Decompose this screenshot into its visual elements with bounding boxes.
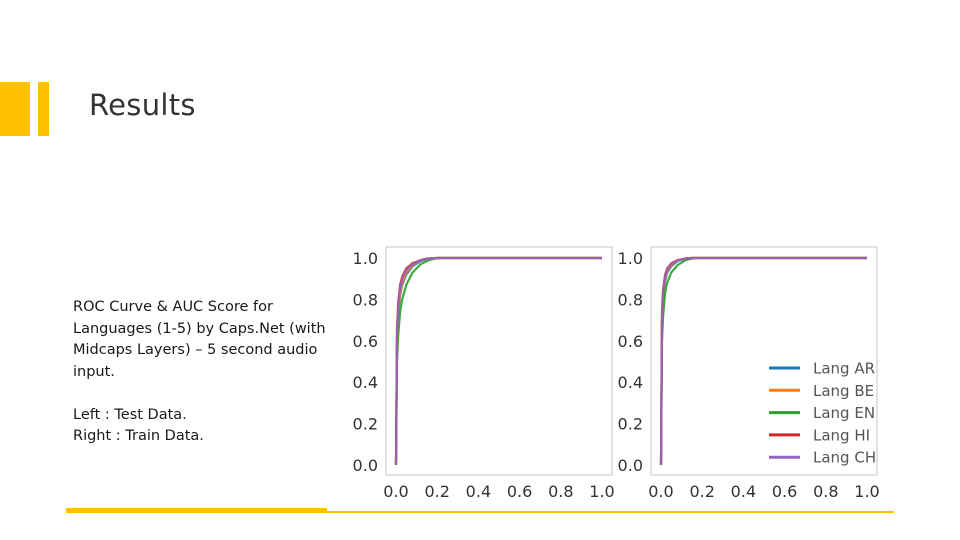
right-chart-label: Right : Train Data. bbox=[73, 428, 204, 444]
y-tick-label: 0.6 bbox=[353, 332, 378, 351]
roc-curve-5 bbox=[659, 256, 867, 466]
x-tick-label: 0.6 bbox=[772, 482, 797, 501]
accent-bar-wide bbox=[0, 82, 30, 136]
roc-chart-test: 0.0 0.2 0.4 0.6 0.8 1.0 0.0 0.2 0.4 0.6 0.8 1.0 bbox=[353, 246, 615, 501]
footer-divider-line bbox=[327, 511, 894, 513]
x-tick-label: 0.6 bbox=[507, 482, 532, 501]
y-tick-label: 0.4 bbox=[353, 373, 378, 392]
y-tick-label: 0.2 bbox=[353, 415, 378, 434]
plot-frame bbox=[385, 246, 613, 476]
x-tick-label: 1.0 bbox=[589, 482, 614, 501]
y-tick-label: 0.8 bbox=[618, 290, 643, 309]
slide-title: Results bbox=[89, 88, 196, 122]
slide-body: ROC Curve & AUC Score for Languages (1-5… bbox=[73, 297, 338, 448]
legend-label: Lang CH bbox=[813, 449, 876, 467]
y-tick-label: 1.0 bbox=[618, 249, 643, 268]
legend-label: Lang HI bbox=[813, 426, 870, 444]
x-tick-label: 1.0 bbox=[854, 482, 879, 501]
x-tick-label: 0.2 bbox=[424, 482, 449, 501]
chart-description: ROC Curve & AUC Score for Languages (1-5… bbox=[73, 299, 326, 380]
legend-label: Lang EN bbox=[813, 404, 875, 422]
y-tick-label: 0.0 bbox=[618, 456, 643, 475]
y-tick-label: 0.8 bbox=[353, 290, 378, 309]
y-tick-label: 0.4 bbox=[618, 373, 643, 392]
roc-charts: 0.00.20.40.60.81.00.0 0.2 0.4 0.6 0.8 1.0 0.0… bbox=[353, 246, 880, 501]
y-tick-label: 0.6 bbox=[618, 332, 643, 351]
x-tick-label: 0.4 bbox=[466, 482, 491, 501]
y-tick-label: 1.0 bbox=[353, 249, 378, 268]
footer-accent-line bbox=[66, 508, 327, 513]
x-tick-label: 0.2 bbox=[689, 482, 714, 501]
x-tick-label: 0.0 bbox=[648, 482, 673, 501]
x-tick-label: 0.8 bbox=[548, 482, 573, 501]
plot-frame bbox=[650, 246, 878, 476]
legend-label: Lang BE bbox=[813, 382, 874, 400]
x-tick-label: 0.8 bbox=[813, 482, 838, 501]
y-tick-label: 0.2 bbox=[618, 415, 643, 434]
y-tick-label: 0.0 bbox=[353, 456, 378, 475]
legend-label: Lang AR bbox=[813, 360, 875, 378]
roc-chart-train: 0.0 0.2 0.4 0.6 0.8 1.0 0.0 0.2 0.4 0.6 0.8 1.0 Lang… bbox=[618, 246, 880, 501]
x-tick-label: 0.4 bbox=[731, 482, 756, 501]
left-chart-label: Left : Test Data. bbox=[73, 406, 187, 423]
x-tick-label: 0.0 bbox=[383, 482, 408, 501]
accent-bar-narrow bbox=[38, 82, 49, 136]
roc-curve-5 bbox=[394, 256, 602, 466]
